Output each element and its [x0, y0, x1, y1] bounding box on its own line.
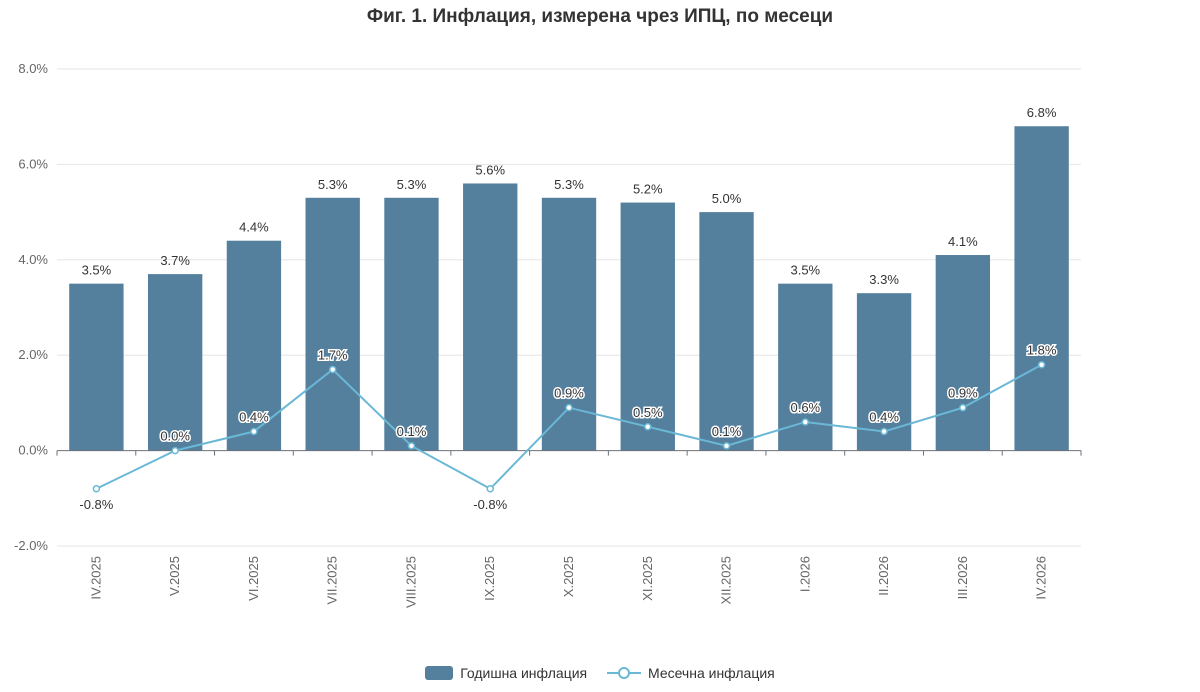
- legend: Годишна инфлация Месечна инфлация: [0, 665, 1200, 683]
- x-tick-label: VIII.2025: [403, 556, 418, 608]
- line-point[interactable]: [250, 427, 258, 436]
- line-point[interactable]: [722, 442, 731, 450]
- legend-item-annual[interactable]: Годишна инфлация: [425, 665, 587, 681]
- line-point[interactable]: [644, 423, 652, 431]
- bar-value-label: 4.1%: [948, 234, 978, 249]
- legend-bar-swatch: [425, 666, 454, 680]
- line-value-label: 0.1%: [397, 424, 427, 439]
- line-point[interactable]: [959, 403, 967, 412]
- line-value-label: 0.4%: [239, 410, 269, 425]
- legend-line-swatch: [607, 667, 641, 679]
- bar-value-label: 4.4%: [239, 220, 269, 235]
- line-value-label: -0.8%: [79, 497, 113, 512]
- bar[interactable]: [147, 274, 203, 451]
- line-point[interactable]: [1037, 360, 1046, 369]
- y-tick-label: 0.0%: [18, 443, 48, 458]
- bar-value-label: 3.7%: [160, 253, 190, 268]
- line-value-label: -0.8%: [473, 497, 507, 512]
- x-tick-label: III.2026: [955, 556, 970, 599]
- y-tick-label: 2.0%: [18, 347, 48, 362]
- x-tick-label: IV.2025: [88, 556, 103, 600]
- bar[interactable]: [856, 293, 912, 451]
- x-tick-label: XI.2025: [640, 556, 655, 601]
- line-value-label: 0.5%: [633, 405, 663, 420]
- line-value-label: 1.8%: [1027, 343, 1057, 358]
- bar[interactable]: [699, 212, 754, 451]
- x-tick-label: II.2026: [876, 556, 891, 596]
- x-tick-label: IX.2025: [482, 556, 497, 601]
- line-point[interactable]: [486, 485, 494, 493]
- x-tick-label: VI.2025: [246, 556, 261, 601]
- bar-value-label: 3.5%: [790, 263, 820, 278]
- bar-value-label: 6.8%: [1027, 105, 1057, 120]
- line-value-label: 0.6%: [790, 400, 820, 415]
- legend-label-monthly: Месечна инфлация: [648, 665, 775, 681]
- x-tick-label: VII.2025: [325, 556, 340, 604]
- line-point[interactable]: [92, 485, 101, 493]
- line-value-label: 0.4%: [869, 410, 899, 425]
- bar[interactable]: [305, 197, 360, 451]
- line-value-label: 0.9%: [554, 386, 584, 401]
- bar-value-label: 3.3%: [869, 272, 899, 287]
- y-tick-label: 4.0%: [18, 252, 48, 267]
- line-point[interactable]: [801, 418, 810, 426]
- legend-item-monthly[interactable]: Месечна инфлация: [607, 665, 775, 681]
- y-tick-label: 8.0%: [18, 61, 48, 76]
- bar[interactable]: [463, 183, 518, 451]
- line-value-label: 0.9%: [948, 386, 978, 401]
- bar[interactable]: [935, 255, 991, 451]
- line-point[interactable]: [328, 365, 337, 374]
- chart-title: Фиг. 1. Инфлация, измерена чрез ИПЦ, по …: [366, 6, 834, 27]
- axis-layer: -2.0% 0.0% 2.0% 4.0% 6.0% 8.0% IV.2025 V.2025 VI…: [14, 61, 1082, 608]
- bar-value-label: 5.3%: [554, 177, 584, 192]
- line-series: [92, 360, 1046, 493]
- bar-value-label: 5.3%: [397, 177, 427, 192]
- y-tick-label: -2.0%: [14, 538, 48, 553]
- line-value-label: 1.7%: [318, 348, 348, 363]
- line-value-label: 0.1%: [712, 424, 742, 439]
- bar-series: [69, 126, 1069, 451]
- line-point[interactable]: [880, 427, 888, 436]
- line-point[interactable]: [171, 446, 179, 455]
- x-tick-label: V.2025: [167, 556, 182, 596]
- bar-value-label: 5.3%: [318, 177, 348, 192]
- y-tick-label: 6.0%: [18, 156, 48, 171]
- x-tick-label: X.2025: [561, 556, 576, 597]
- x-tick-label: I.2026: [797, 556, 812, 592]
- bar[interactable]: [69, 283, 124, 451]
- bar[interactable]: [620, 202, 675, 451]
- bar-value-label: 5.6%: [475, 162, 505, 177]
- legend-label-annual: Годишна инфлация: [460, 665, 588, 681]
- bar-value-label: 5.2%: [633, 182, 663, 197]
- bar[interactable]: [384, 197, 439, 451]
- line-value-label: 0.0%: [160, 429, 190, 444]
- x-tick-label: XII.2025: [719, 556, 734, 604]
- bar-value-label: 5.0%: [712, 191, 742, 206]
- bar[interactable]: [1014, 126, 1069, 451]
- bar-value-label: 3.5%: [82, 263, 112, 278]
- bar[interactable]: [226, 240, 282, 451]
- data-labels: 3.5% 3.7% 4.4% 5.3% 5.3% 5.6% 5.3% 5.2% 5.0% 3.5%…: [78, 105, 1058, 513]
- line-point[interactable]: [407, 442, 416, 450]
- line-point[interactable]: [565, 403, 573, 412]
- x-tick-label: IV.2026: [1034, 556, 1049, 600]
